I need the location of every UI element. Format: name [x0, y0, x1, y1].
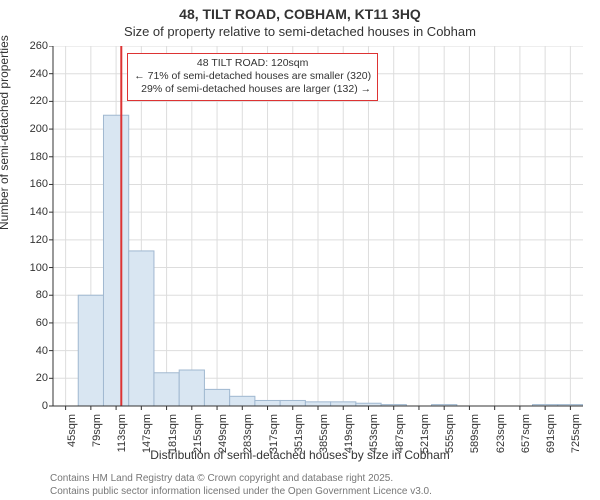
annotation-line-2: ← 71% of semi-detached houses are smalle…: [134, 70, 371, 83]
x-tick-label: 249sqm: [217, 414, 229, 454]
y-tick-label: 220: [20, 95, 48, 107]
x-tick-label: 385sqm: [318, 414, 330, 454]
x-tick-label: 623sqm: [495, 414, 507, 454]
chart-title: 48, TILT ROAD, COBHAM, KT11 3HQ: [0, 6, 600, 22]
x-tick-label: 487sqm: [394, 414, 406, 454]
x-tick-label: 317sqm: [268, 414, 280, 454]
y-tick-label: 160: [20, 178, 48, 190]
x-tick-label: 691sqm: [545, 414, 557, 454]
x-tick-label: 555sqm: [444, 414, 456, 454]
annotation-line-1: 48 TILT ROAD: 120sqm: [134, 57, 371, 70]
chart-footer: Contains HM Land Registry data © Crown c…: [50, 473, 432, 498]
x-tick-label: 79sqm: [91, 414, 103, 454]
y-tick-label: 260: [20, 40, 48, 52]
y-tick-label: 120: [20, 234, 48, 246]
x-tick-label: 589sqm: [469, 414, 481, 454]
y-axis-label: Number of semi-detached properties: [0, 35, 11, 230]
x-tick-label: 181sqm: [167, 414, 179, 454]
annotation-box: 48 TILT ROAD: 120sqm← 71% of semi-detach…: [127, 53, 378, 100]
x-tick-label: 113sqm: [116, 414, 128, 454]
chart-svg: [48, 46, 583, 411]
chart-subtitle: Size of property relative to semi-detach…: [0, 24, 600, 39]
x-tick-label: 725sqm: [570, 414, 582, 454]
x-tick-label: 45sqm: [66, 414, 78, 454]
x-tick-label: 147sqm: [141, 414, 153, 454]
y-tick-label: 240: [20, 68, 48, 80]
y-tick-label: 100: [20, 262, 48, 274]
x-tick-label: 453sqm: [368, 414, 380, 454]
x-tick-label: 419sqm: [343, 414, 355, 454]
y-tick-label: 0: [20, 400, 48, 412]
x-tick-label: 283sqm: [242, 414, 254, 454]
x-tick-label: 521sqm: [419, 414, 431, 454]
x-tick-label: 657sqm: [520, 414, 532, 454]
chart-container: 48, TILT ROAD, COBHAM, KT11 3HQ Size of …: [0, 0, 600, 500]
x-tick-label: 351sqm: [293, 414, 305, 454]
annotation-line-3: 29% of semi-detached houses are larger (…: [134, 83, 371, 96]
y-tick-label: 40: [20, 345, 48, 357]
y-tick-label: 20: [20, 372, 48, 384]
footer-line-1: Contains HM Land Registry data © Crown c…: [50, 473, 432, 486]
y-tick-label: 200: [20, 123, 48, 135]
y-tick-label: 140: [20, 206, 48, 218]
y-tick-label: 60: [20, 317, 48, 329]
x-tick-label: 215sqm: [192, 414, 204, 454]
y-tick-label: 180: [20, 151, 48, 163]
y-tick-label: 80: [20, 289, 48, 301]
footer-line-2: Contains public sector information licen…: [50, 486, 432, 499]
